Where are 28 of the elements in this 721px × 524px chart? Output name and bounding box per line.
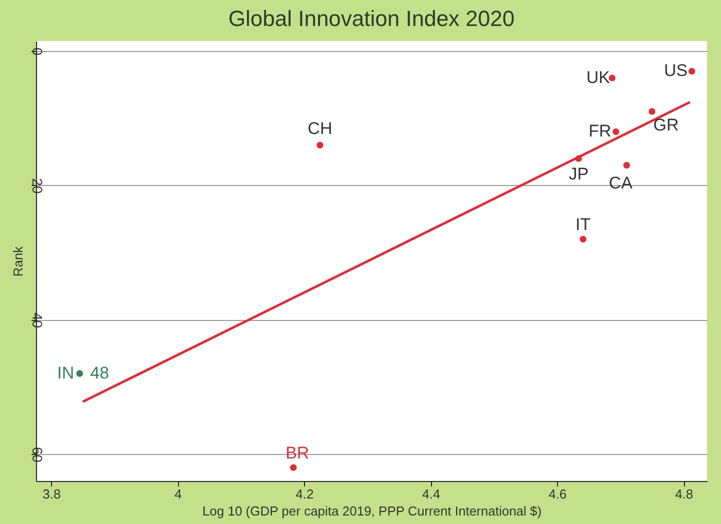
x-tick-label: 4.4 [422, 486, 440, 502]
annotation: CA [608, 173, 634, 192]
x-tick-label: 4.2 [296, 486, 314, 502]
x-tick-label: 4.8 [675, 486, 694, 502]
x-tick-label: 4 [174, 486, 182, 502]
point [290, 464, 297, 471]
x-tick-label: 3.8 [42, 486, 61, 502]
annotation: BR [286, 444, 310, 463]
annotation: JP [568, 164, 589, 184]
point [648, 108, 656, 115]
annotation: IN [57, 364, 74, 383]
annotation: GR [653, 116, 679, 135]
point [580, 236, 586, 243]
annotation: US [664, 61, 688, 80]
point [612, 128, 620, 136]
annotation: IT [575, 215, 591, 234]
annotation: FR [588, 122, 612, 141]
point [688, 68, 696, 75]
annotation: 48 [90, 364, 110, 383]
x-tick-label: 4.6 [548, 486, 567, 502]
point [623, 162, 630, 169]
point [76, 370, 83, 377]
annotation: UK [586, 68, 611, 87]
annotation: CH [308, 119, 332, 138]
point [316, 142, 324, 148]
chart-title: Global Innovation Index 2020 [228, 6, 515, 31]
x-axis-title: Log 10 (GDP per capita 2019, PPP Current International $) [202, 504, 542, 518]
y-axis-title: Rank [10, 246, 26, 277]
